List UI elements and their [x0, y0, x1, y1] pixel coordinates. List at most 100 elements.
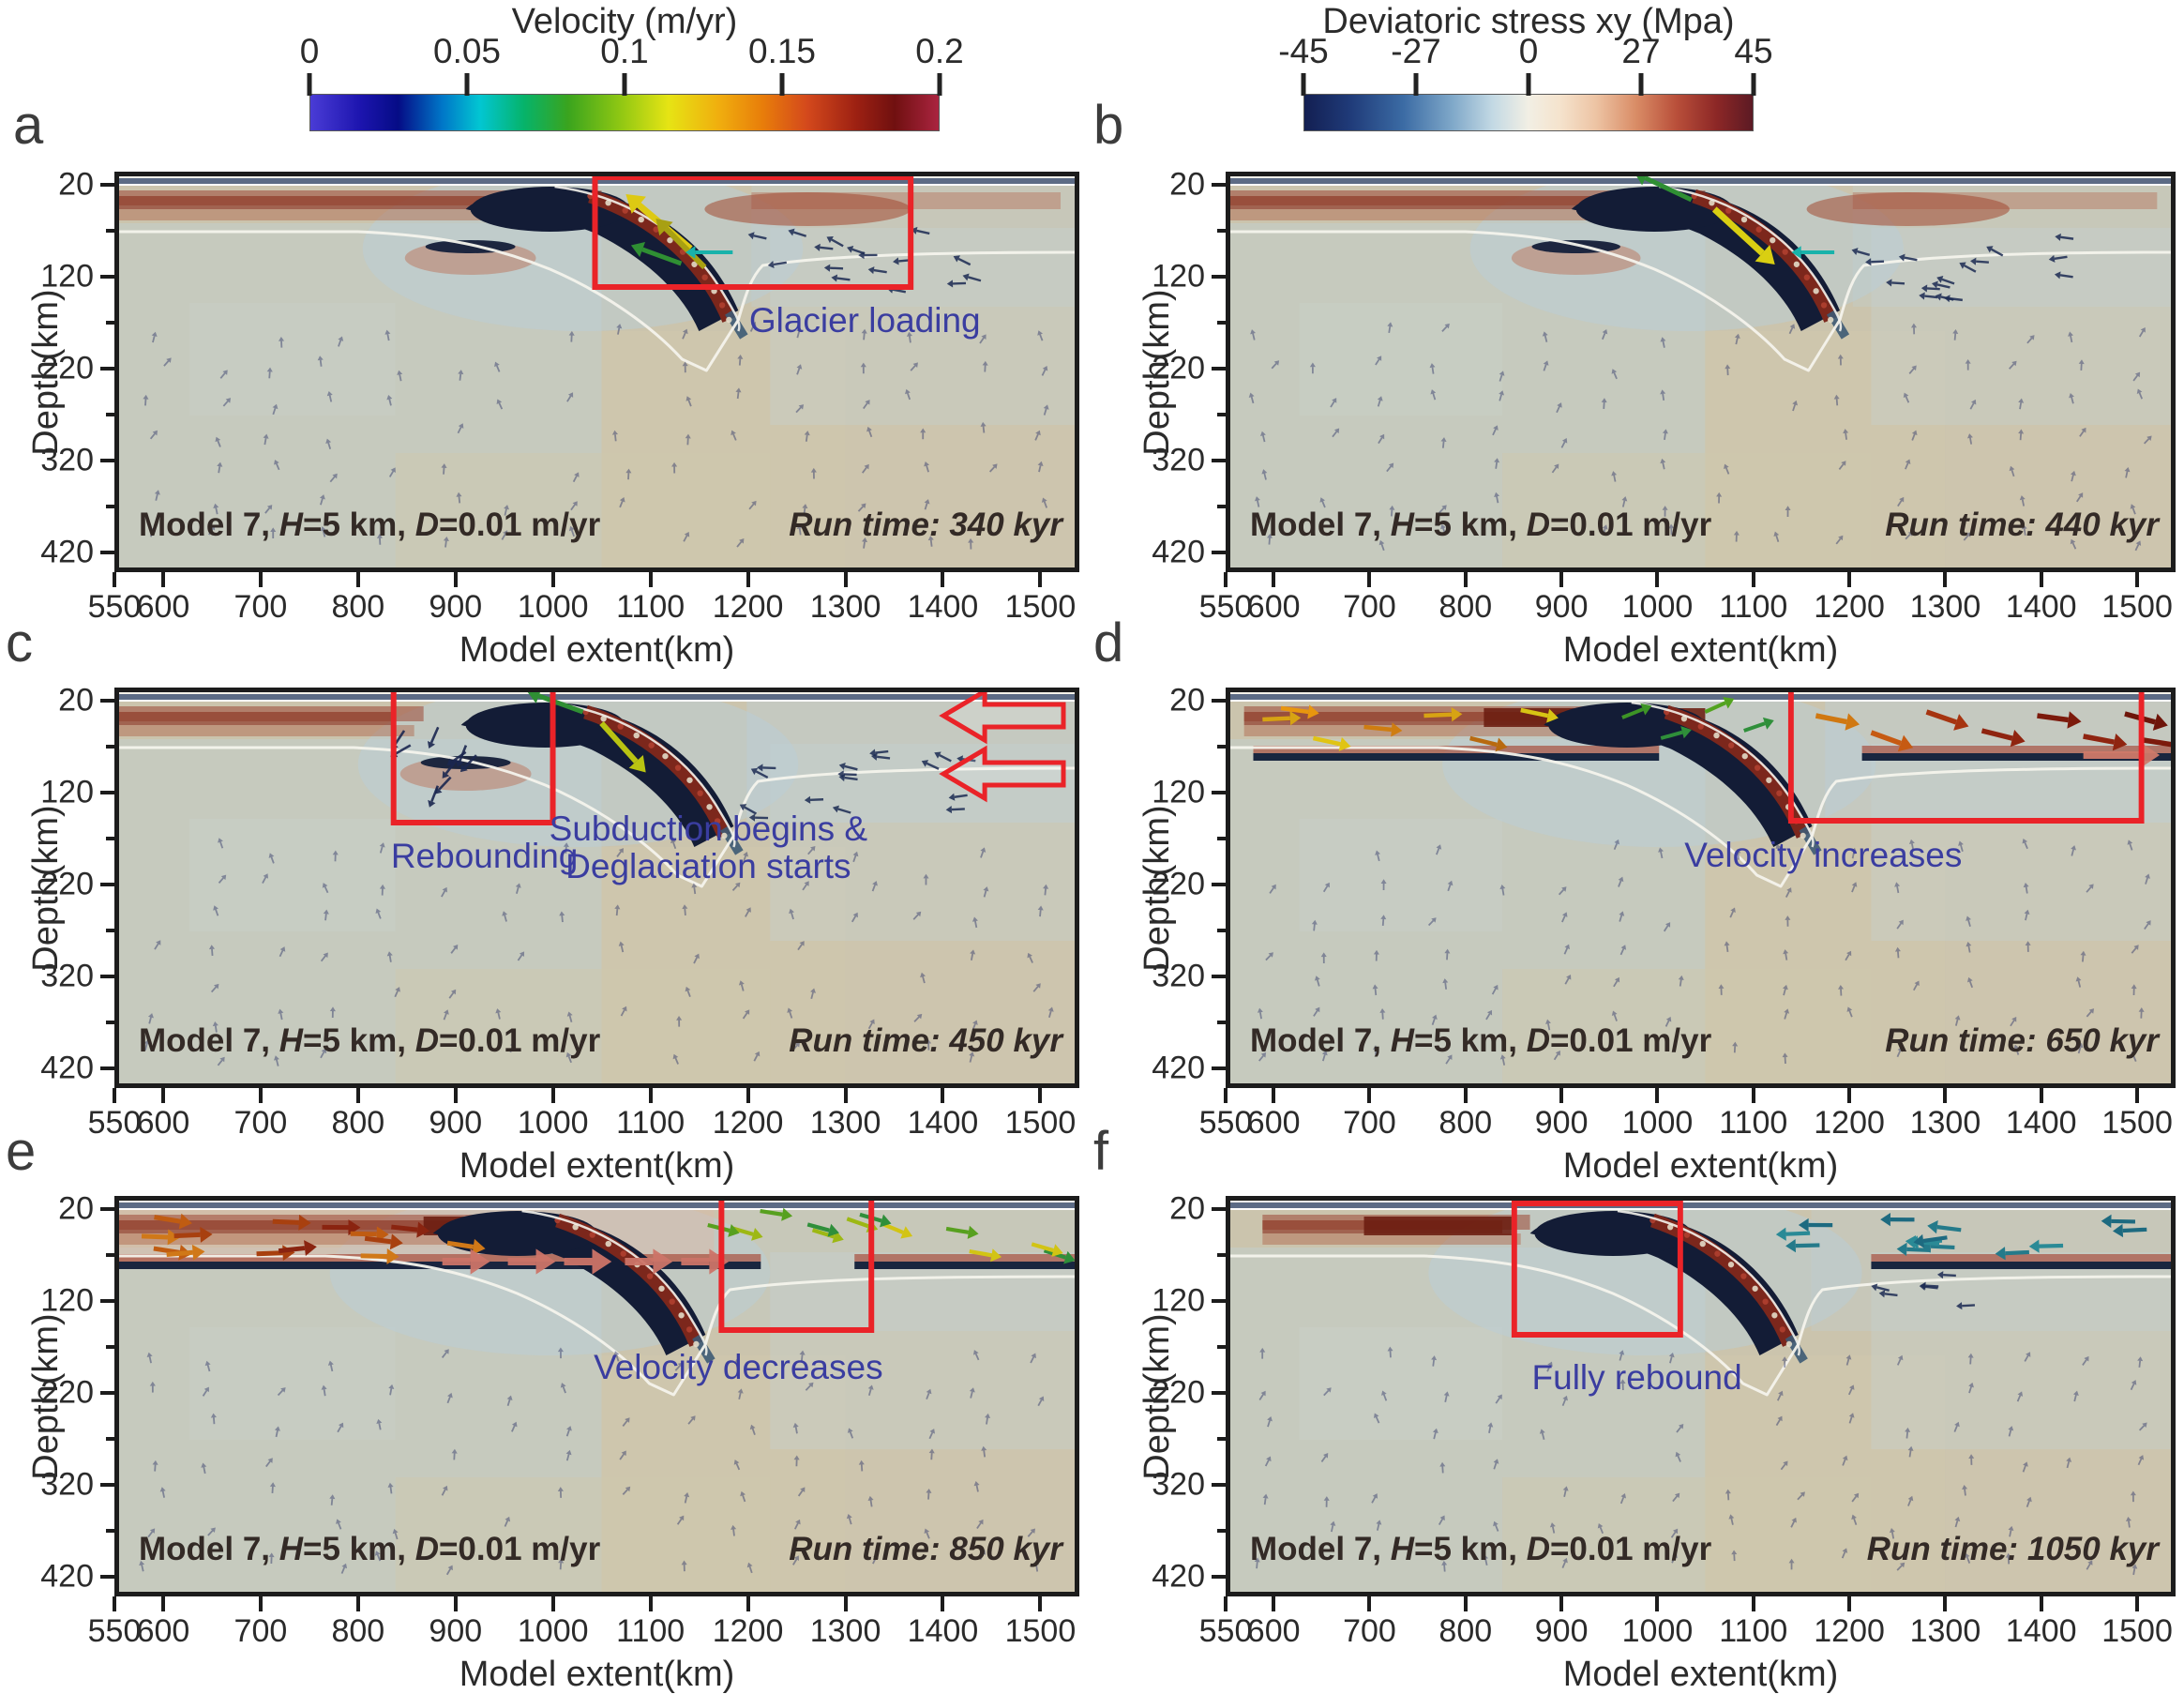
x-tick-label: 1100	[616, 1613, 685, 1649]
model-parameters-label: Model 7, H=5 km, D=0.01 m/yr	[1250, 1531, 1712, 1567]
y-tick-label: 20	[58, 166, 94, 203]
x-tick-label: 1300	[1909, 1613, 1981, 1649]
x-tick-label: 1100	[616, 1105, 685, 1141]
y-tick-label: 320	[1152, 442, 1205, 478]
x-tick	[258, 572, 263, 587]
y-tick-label: 220	[1152, 350, 1205, 386]
x-tick	[1655, 1596, 1660, 1611]
x-tick-label: 800	[1438, 1105, 1493, 1141]
run-time-label: Run time: 340 kyr	[789, 507, 1062, 543]
x-tick	[1655, 1088, 1660, 1103]
x-tick	[2135, 572, 2140, 587]
colorbar-tick	[307, 73, 312, 96]
panel-b: Model 7, H=5 km, D=0.01 m/yr Run time: 4…	[1137, 166, 2176, 670]
x-tick-label: 1300	[1909, 589, 1981, 625]
y-tick	[1212, 366, 1226, 371]
x-tick	[1463, 1088, 1468, 1103]
x-axis-label: Model extent(km)	[459, 1655, 735, 1694]
run-time-label: Run time: 1050 kyr	[1866, 1531, 2159, 1567]
model-parameters-label: Model 7, H=5 km, D=0.01 m/yr	[139, 1022, 601, 1059]
x-tick	[1943, 572, 1948, 587]
y-minor-tick	[106, 1529, 114, 1534]
colorbar-tick-label: -45	[1278, 32, 1329, 70]
simulation-heatmap-d	[1226, 688, 2176, 1088]
y-tick	[1212, 882, 1226, 886]
y-tick	[1212, 551, 1226, 555]
x-tick	[113, 1088, 116, 1103]
x-tick-label: 1300	[809, 589, 881, 625]
colorbar-tick	[1301, 73, 1306, 96]
x-tick-label: 900	[1534, 589, 1589, 625]
y-tick-label: 120	[1152, 1282, 1205, 1319]
y-tick	[1212, 274, 1226, 279]
x-tick	[746, 1596, 750, 1611]
x-tick-label: 800	[331, 1105, 385, 1141]
x-tick	[2135, 1596, 2140, 1611]
panel-f: Fully rebound Model 7, H=5 km, D=0.01 m/…	[1137, 1190, 2176, 1694]
panel-a: Glacier loading Model 7, H=5 km, D=0.01 …	[26, 166, 1079, 670]
x-tick-label: 1000	[517, 1613, 589, 1649]
x-tick-label: 1200	[712, 1105, 784, 1141]
x-tick	[648, 572, 653, 587]
colorbar-tick	[937, 73, 942, 96]
x-tick	[1367, 572, 1372, 587]
x-tick-label: 600	[1246, 1613, 1301, 1649]
x-tick-label: 700	[233, 1613, 288, 1649]
y-tick	[1212, 1298, 1226, 1303]
x-tick	[843, 1088, 848, 1103]
x-axis-label: Model extent(km)	[459, 630, 735, 670]
x-tick-label: 550	[87, 589, 142, 625]
x-tick-label: 1000	[517, 589, 589, 625]
y-tick-label: 420	[40, 1558, 94, 1595]
y-tick-label: 20	[58, 1190, 94, 1227]
stress-colorbar-title: Deviatoric stress xy (Mpa)	[1322, 2, 1735, 41]
x-tick	[941, 1596, 945, 1611]
y-minor-tick	[106, 744, 114, 749]
y-minor-tick	[106, 1344, 114, 1349]
velocity-colorbar	[309, 94, 940, 131]
x-tick-label: 1300	[1909, 1105, 1981, 1141]
y-tick	[1212, 975, 1226, 979]
y-minor-tick	[1217, 320, 1226, 325]
model-parameters-label: Model 7, H=5 km, D=0.01 m/yr	[139, 507, 601, 543]
y-tick-label: 120	[40, 1282, 94, 1319]
x-tick-label: 1400	[907, 1105, 979, 1141]
colorbar-tick-label: 0.15	[747, 32, 817, 70]
y-tick-label: 120	[40, 258, 94, 295]
x-tick-label: 900	[429, 1613, 483, 1649]
x-tick	[1751, 1596, 1755, 1611]
x-tick	[746, 572, 750, 587]
x-tick-label: 1400	[907, 1613, 979, 1649]
x-tick	[1559, 1088, 1564, 1103]
stress-colorbar	[1303, 94, 1754, 131]
x-axis-label: Model extent(km)	[1562, 1146, 1839, 1186]
x-tick	[113, 1596, 116, 1611]
x-tick	[160, 1088, 165, 1103]
x-tick	[258, 1088, 263, 1103]
x-tick	[1943, 1596, 1948, 1611]
x-tick	[550, 1088, 555, 1103]
colorbar-tick	[1751, 73, 1756, 96]
panel-letter-b: b	[1093, 95, 1124, 156]
y-minor-tick	[106, 505, 114, 509]
x-tick-label: 550	[1198, 1105, 1253, 1141]
x-tick	[2135, 1088, 2140, 1103]
x-tick-label: 1000	[1621, 1613, 1694, 1649]
x-tick-label: 900	[1534, 1105, 1589, 1141]
y-tick	[100, 1483, 114, 1488]
y-tick	[100, 1575, 114, 1580]
x-tick	[160, 1596, 165, 1611]
x-tick-label: 550	[1198, 589, 1253, 625]
x-tick	[2039, 1088, 2043, 1103]
y-tick	[100, 1206, 114, 1211]
x-tick	[1272, 1596, 1276, 1611]
y-tick	[1212, 459, 1226, 463]
x-tick-label: 1300	[809, 1613, 881, 1649]
x-tick-label: 800	[1438, 1613, 1493, 1649]
x-tick-label: 600	[1246, 589, 1301, 625]
x-tick	[355, 1088, 360, 1103]
x-tick-label: 1100	[1719, 589, 1788, 625]
x-tick-label: 1400	[2005, 1105, 2077, 1141]
y-minor-tick	[106, 836, 114, 840]
y-tick-label: 420	[1152, 1558, 1205, 1595]
